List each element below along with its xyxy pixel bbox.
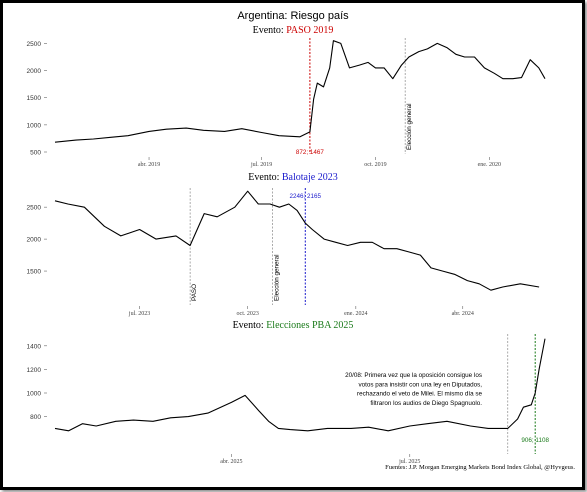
reference-vline-label: PASO	[191, 284, 198, 301]
x-tick-label: abr. 2025	[220, 459, 242, 465]
y-tick-label: 800	[30, 414, 41, 421]
series-line	[54, 190, 540, 291]
event-value-label: 906; 1108	[521, 437, 549, 444]
y-tick-label: 1000	[27, 391, 42, 398]
figure-title: Argentina: Riesgo país	[237, 10, 349, 22]
series-line	[54, 338, 546, 432]
panel-title: Evento: Elecciones PBA 2025	[233, 320, 354, 331]
source-note: Fuentes: J.P. Morgan Emerging Markets Bo…	[385, 464, 575, 471]
x-tick-label: jul. 2023	[128, 311, 150, 317]
panel-title: Evento: PASO 2019	[253, 25, 334, 36]
panel-title: Evento: Balotaje 2023	[248, 172, 337, 183]
event-value-label: 2246; 2165	[290, 193, 322, 200]
y-tick-label: 1200	[27, 367, 42, 374]
event-value-label: 872; 1467	[296, 149, 325, 156]
annotation-line: rechazando el veto de Milei. El mismo dí…	[357, 391, 482, 398]
x-tick-label: jul. 2025	[398, 459, 420, 465]
annotation-text: 20/08: Primera vez que la oposición cons…	[345, 372, 482, 407]
panel-title-prefix: Evento:	[248, 172, 282, 183]
x-tick-label: oct. 2023	[237, 311, 259, 317]
panel-3: Evento: Elecciones PBA 2025 800 1000 1200 14…	[27, 320, 550, 465]
y-tick-label: 1000	[27, 122, 42, 129]
panel-2: Evento: Balotaje 2023 1500 2000 2500 jul. 20…	[27, 172, 540, 317]
reference-vline-label: Elección general	[406, 103, 413, 150]
panel-event-name: Elecciones PBA 2025	[266, 320, 353, 331]
panel-event-name: PASO 2019	[286, 25, 333, 36]
x-tick-label: ene. 2020	[478, 162, 501, 168]
y-tick-label: 2000	[27, 68, 42, 75]
y-tick-label: 2500	[27, 41, 42, 48]
x-tick-label: abr. 2024	[452, 311, 474, 317]
y-tick-label: 2500	[27, 205, 42, 212]
x-tick-label: oct. 2019	[364, 162, 386, 168]
panel-title-prefix: Evento:	[233, 320, 267, 331]
x-tick-label: abr. 2019	[138, 162, 160, 168]
reference-vline-label: Elección general	[273, 254, 280, 301]
panel-1: Evento: PASO 2019 500 1000 1500 2000 2500 abr.…	[27, 25, 546, 168]
annotation-line: 20/08: Primera vez que la oposición cons…	[345, 372, 482, 379]
series-line	[54, 40, 546, 143]
x-tick-label: ene. 2024	[344, 311, 367, 317]
y-tick-label: 1400	[27, 343, 42, 350]
y-tick-label: 500	[30, 150, 41, 157]
x-tick-label: jul. 2019	[250, 162, 272, 168]
y-tick-label: 2000	[27, 237, 42, 244]
annotation-line: votos para insistir con una ley en Diput…	[358, 381, 482, 388]
panel-title-prefix: Evento:	[253, 25, 287, 36]
annotation-line: filtraron los audios de Diego Spagnuolo.	[370, 400, 482, 407]
y-tick-label: 1500	[27, 269, 42, 276]
panel-event-name: Balotaje 2023	[282, 172, 338, 183]
y-tick-label: 1500	[27, 95, 42, 102]
